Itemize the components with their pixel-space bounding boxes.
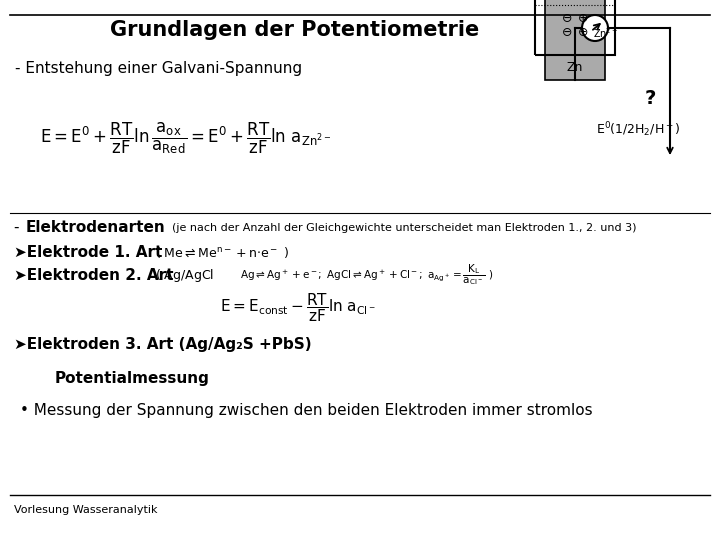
Text: ➤Elektrode 1. Art: ➤Elektrode 1. Art [14,245,163,260]
Text: $\oplus$: $\oplus$ [577,26,589,39]
Text: ➤Elektroden 2. Art: ➤Elektroden 2. Art [14,267,174,282]
Text: ➤Elektroden 3. Art (Ag/Ag₂S +PbS): ➤Elektroden 3. Art (Ag/Ag₂S +PbS) [14,338,312,353]
Text: Potentialmessung: Potentialmessung [55,370,210,386]
Text: Vorlesung Wasseranalytik: Vorlesung Wasseranalytik [14,505,158,515]
Bar [545,0,605,80]
Text: (je nach der Anzahl der Gleichgewichte unterscheidet man Elektroden 1., 2. und 3: (je nach der Anzahl der Gleichgewichte u… [172,223,636,233]
Circle shape [582,15,608,41]
Text: Grundlagen der Potentiometrie: Grundlagen der Potentiometrie [110,20,480,40]
Text: $\oplus$: $\oplus$ [577,12,589,25]
Text: ?: ? [644,89,656,107]
Text: $\ominus$: $\ominus$ [562,12,572,25]
Text: $\mathrm{(\ Me \rightleftharpoons Me^{n-} + n{\cdot}e^-\ )}$: $\mathrm{(\ Me \rightleftharpoons Me^{n-… [155,245,289,260]
Bar [535,0,615,55]
Text: $\mathrm{E = E^0 + \dfrac{RT}{zF}\ln\dfrac{a_{ox}}{a_{Red}} = E^0 + \dfrac{RT}{z: $\mathrm{E = E^0 + \dfrac{RT}{zF}\ln\dfr… [40,120,331,156]
Text: $\mathrm{Ag \rightleftharpoons Ag^++e^-;\ AgCl \rightleftharpoons Ag^++Cl^-;\ a_: $\mathrm{Ag \rightleftharpoons Ag^++e^-;… [240,262,493,287]
Text: $\mathrm{Zn^{2+}}$: $\mathrm{Zn^{2+}}$ [593,26,618,39]
Text: $\mathrm{E = E_{const} - \dfrac{RT}{zF}\ln\,a_{Cl^-}}$: $\mathrm{E = E_{const} - \dfrac{RT}{zF}\… [220,292,376,325]
Text: Elektrodenarten: Elektrodenarten [26,220,166,235]
Bar [535,0,615,55]
Text: - Entstehung einer Galvani-Spannung: - Entstehung einer Galvani-Spannung [15,60,302,76]
Text: • Messung der Spannung zwischen den beiden Elektroden immer stromlos: • Messung der Spannung zwischen den beid… [20,402,593,417]
Text: Zn: Zn [567,61,583,74]
Text: $\ominus$: $\ominus$ [562,26,572,39]
Text: $\mathrm{(\ Ag/AgCl}$: $\mathrm{(\ Ag/AgCl}$ [155,267,214,284]
Text: $\mathrm{E^0(1/2H_2/H^+)}$: $\mathrm{E^0(1/2H_2/H^+)}$ [595,120,680,139]
Text: -: - [14,220,30,235]
